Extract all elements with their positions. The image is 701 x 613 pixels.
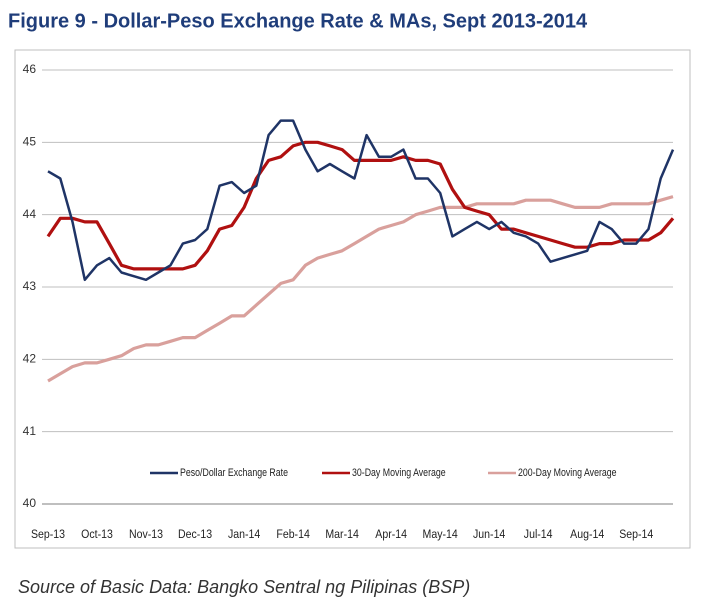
legend-label: 200-Day Moving Average bbox=[518, 467, 617, 479]
y-tick-label: 40 bbox=[23, 496, 37, 510]
x-tick-label: Dec-13 bbox=[178, 529, 212, 542]
y-tick-label: 45 bbox=[23, 135, 37, 149]
x-tick-label: Feb-14 bbox=[276, 529, 309, 542]
x-tick-label: Jan-14 bbox=[228, 529, 260, 542]
x-tick-label: Jun-14 bbox=[473, 529, 505, 542]
x-tick-label: Jul-14 bbox=[524, 529, 553, 542]
chart-title: Figure 9 - Dollar-Peso Exchange Rate & M… bbox=[8, 10, 588, 32]
y-tick-label: 42 bbox=[23, 352, 37, 366]
legend-label: 30-Day Moving Average bbox=[352, 467, 446, 479]
x-tick-label: Nov-13 bbox=[129, 529, 163, 542]
y-tick-label: 41 bbox=[23, 424, 37, 438]
x-tick-label: Oct-13 bbox=[81, 529, 113, 542]
x-tick-label: May-14 bbox=[423, 529, 458, 542]
y-tick-label: 43 bbox=[23, 279, 37, 293]
legend-label: Peso/Dollar Exchange Rate bbox=[180, 467, 288, 479]
x-tick-label: Sep-13 bbox=[31, 529, 65, 542]
series-line bbox=[47, 119, 675, 282]
x-tick-label: Apr-14 bbox=[375, 529, 407, 542]
x-tick-label: Aug-14 bbox=[570, 529, 604, 542]
x-tick-label: Sep-14 bbox=[619, 529, 653, 542]
source-note: Source of Basic Data: Bangko Sentral ng … bbox=[18, 577, 470, 597]
x-tick-label: Mar-14 bbox=[325, 529, 358, 542]
series-line bbox=[47, 195, 674, 383]
y-tick-label: 44 bbox=[23, 207, 37, 221]
y-tick-label: 46 bbox=[23, 62, 37, 76]
chart-frame bbox=[14, 49, 691, 549]
